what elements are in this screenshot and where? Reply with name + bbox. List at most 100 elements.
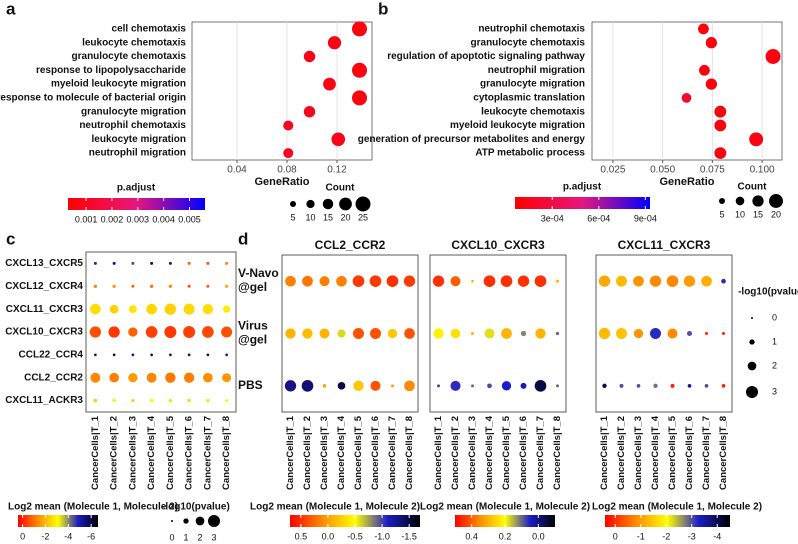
column-label: CancerCells|T_8 [221, 416, 232, 490]
x-axis-title: GeneRatio [659, 176, 714, 188]
size-legend-dot [749, 339, 755, 345]
dot [369, 275, 382, 287]
legend-title: p.adjust [563, 182, 602, 193]
dot [93, 284, 98, 288]
y-tick-label: granulocyte migration [480, 79, 585, 90]
size-legend-dot [746, 386, 758, 398]
legend-title: Log2 mean (Molecule 1, Molecule 2) [8, 502, 178, 513]
dot [687, 384, 692, 388]
dot [616, 275, 627, 287]
dot [183, 303, 195, 315]
colorbar-label: 0 [613, 531, 618, 541]
dot [112, 398, 116, 403]
size-legend-label: 20 [771, 209, 781, 219]
y-tick-label: granulocyte migration [81, 106, 186, 117]
colorbar-label: 6e-04 [587, 213, 610, 223]
colorbar-label: -4 [713, 531, 721, 541]
colorbar-label: -2 [41, 531, 49, 541]
dot [619, 383, 624, 388]
dot [331, 132, 346, 147]
dot [520, 382, 527, 389]
dot [337, 382, 346, 390]
dot [225, 399, 229, 403]
dot [149, 398, 154, 403]
size-legend-dot [752, 195, 764, 207]
dot [471, 332, 474, 335]
colorbar-label: 0.001 [75, 214, 98, 224]
y-tick-label: granulocyte chemotaxis [72, 51, 187, 62]
dot [149, 284, 154, 288]
legend-title: Log2 mean (Molecule 1, Molecule 2) [420, 502, 590, 513]
column-label: CancerCells|T_6 [370, 416, 381, 490]
dot [714, 105, 727, 118]
panel-label: a [6, 0, 16, 18]
dot [93, 398, 98, 403]
dot [598, 327, 611, 340]
dot [164, 326, 177, 338]
colorbar-label: 0.5 [295, 531, 308, 541]
dot [633, 275, 644, 287]
size-legend-label: 3 [211, 532, 216, 542]
dot [602, 383, 607, 389]
x-tick-label: 0.08 [277, 165, 297, 176]
panel-label: b [378, 0, 388, 18]
dot [721, 278, 726, 284]
dot [404, 328, 415, 339]
dot [721, 384, 726, 388]
size-legend-dot [751, 317, 753, 319]
size-legend-dot [290, 201, 296, 207]
dot [484, 328, 495, 339]
dot [714, 119, 727, 132]
column-label: CancerCells|T_5 [501, 415, 512, 490]
size-legend-label: 2 [772, 360, 777, 370]
colorbar [455, 515, 555, 527]
legend-title: Count [738, 182, 768, 193]
column-label: CancerCells|T_7 [535, 416, 546, 490]
size-legend-dot [322, 198, 334, 210]
dot [337, 329, 346, 338]
dot [283, 148, 294, 159]
column-label: CancerCells|T_4 [336, 415, 347, 490]
dot [187, 261, 191, 265]
dot [386, 275, 399, 287]
colorbar-label: -1 [637, 531, 645, 541]
dot [187, 353, 191, 357]
row-label: CXCL11_CXCR3 [6, 304, 84, 315]
dot [206, 261, 210, 265]
legend-title: -log10(pvalue) [738, 287, 798, 298]
dot [301, 380, 314, 392]
size-legend-label: 2 [197, 532, 202, 542]
y-tick-label: leukocyte chemotaxis [481, 106, 585, 117]
dot [284, 380, 297, 392]
row-label: CXCL13_CXCR5 [5, 258, 83, 269]
x-tick-label: 0.025 [600, 165, 625, 176]
y-tick-label: neutrophil migration [488, 65, 585, 76]
dot [206, 284, 210, 288]
column-label: CancerCells|T_7 [202, 416, 213, 490]
dot [183, 372, 195, 383]
dot [169, 353, 172, 357]
colorbar-label: -2 [662, 531, 670, 541]
size-legend-label: 1 [772, 336, 777, 346]
dot [225, 261, 229, 265]
dot [714, 147, 727, 160]
colorbar-label: 0.4 [465, 531, 478, 541]
colorbar-label: 0.004 [152, 214, 175, 224]
y-tick-label: myeloid leukocyte migration [51, 79, 186, 90]
dot [471, 384, 474, 388]
column-label: CancerCells|T_3 [319, 416, 330, 490]
size-legend-dot [339, 197, 352, 211]
column-label: CancerCells|T_1 [90, 415, 101, 490]
y-tick-label: granulocyte chemotaxis [471, 37, 586, 48]
column-label: CancerCells|T_4 [650, 415, 661, 490]
size-legend-dot [735, 196, 745, 206]
dot [336, 275, 347, 287]
row-label: CXCL11_ACKR3 [5, 395, 83, 406]
dot [450, 276, 461, 287]
dot [206, 398, 210, 403]
colorbar-label: -6 [87, 531, 95, 541]
dot [633, 328, 644, 339]
dot [649, 275, 662, 287]
dot [598, 275, 611, 287]
dot [203, 372, 213, 383]
